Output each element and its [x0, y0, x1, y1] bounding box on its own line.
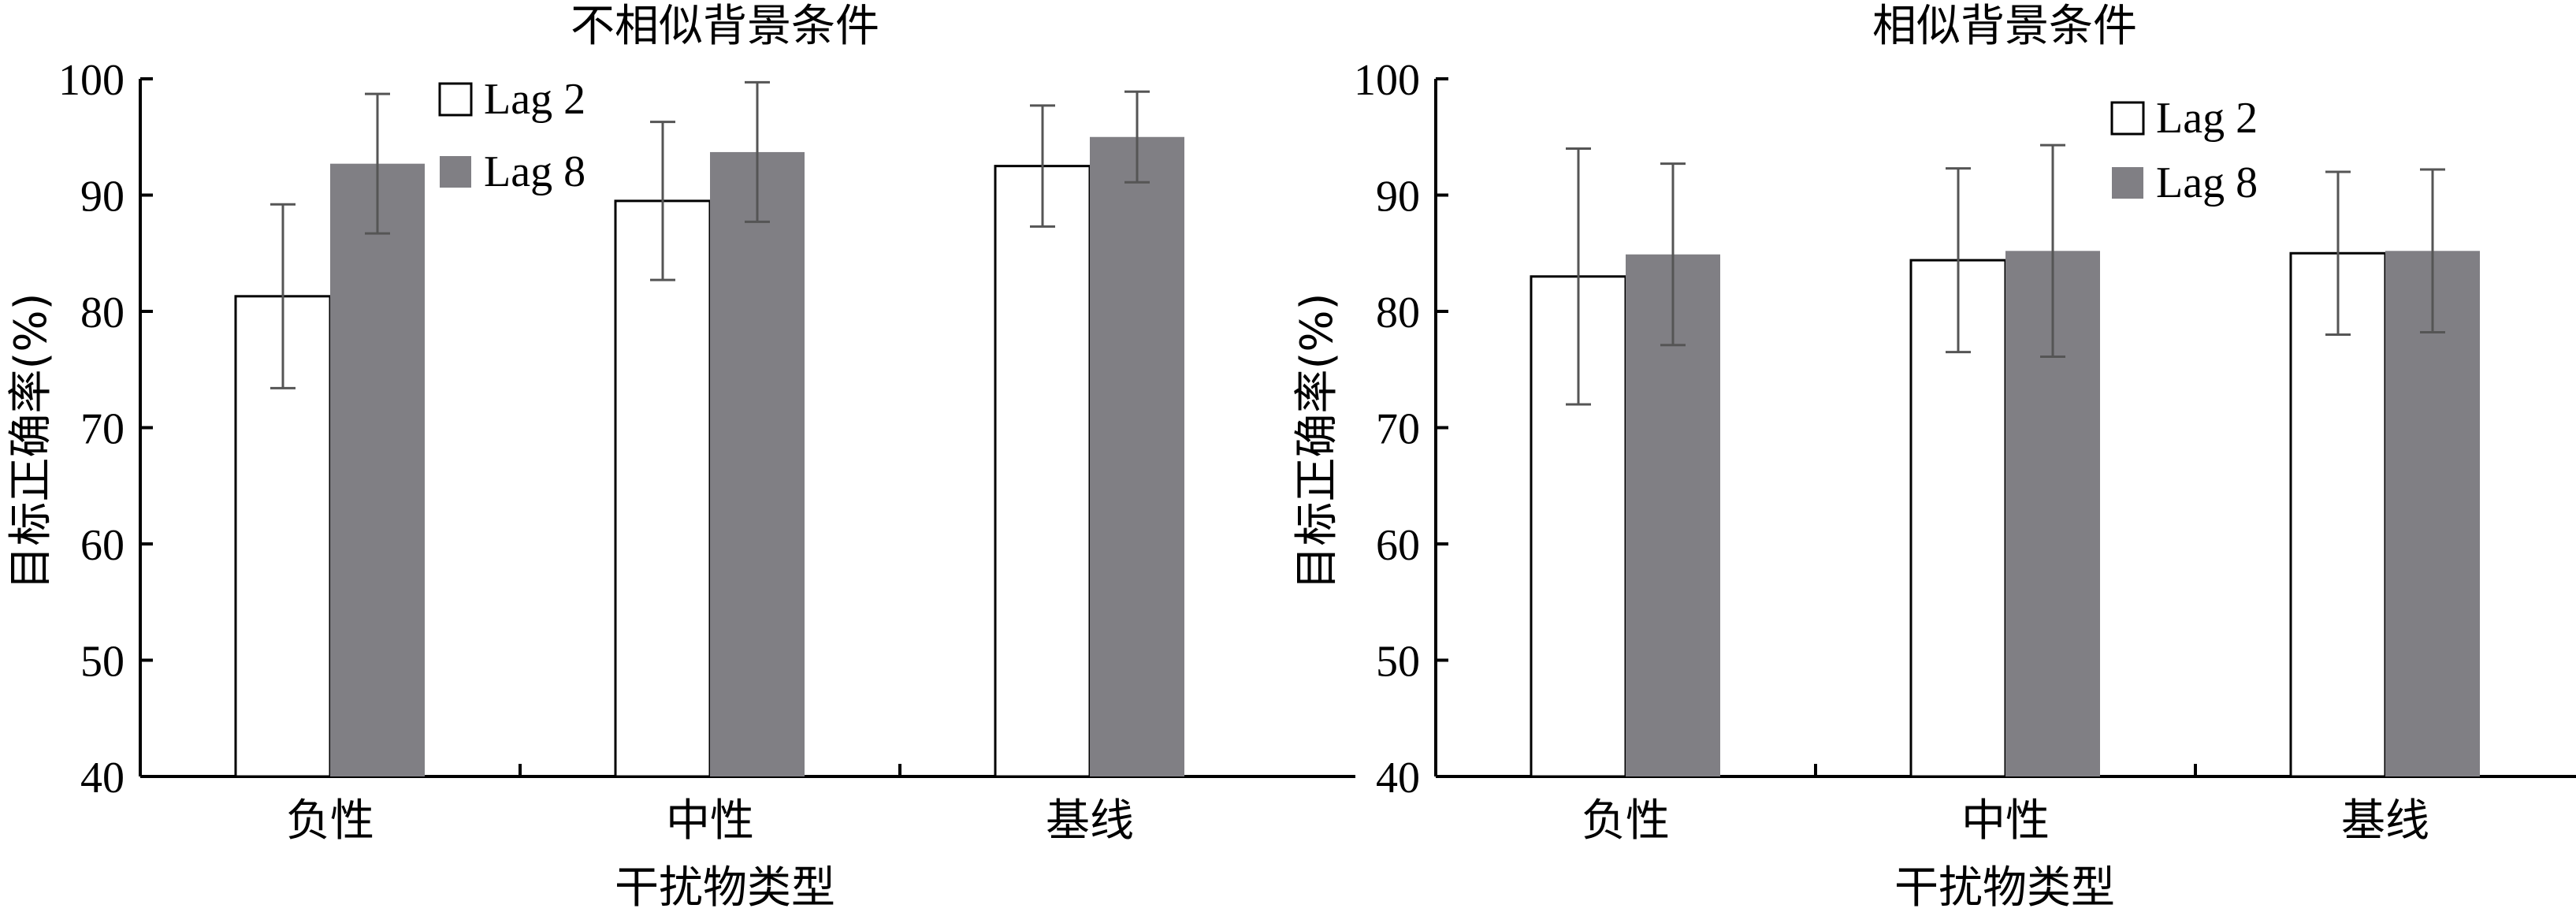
legend-label: Lag 2 — [2156, 94, 2258, 143]
bar-lag-2-3 — [994, 165, 1091, 778]
y-tick-label: 90 — [1376, 173, 1420, 222]
legend-swatch — [2112, 167, 2143, 199]
y-tick-label: 50 — [80, 638, 125, 687]
chart-title: 相似背景条件 — [1872, 1, 2137, 52]
legend: Lag 2 Lag 8 — [438, 75, 585, 196]
legend-swatch — [440, 156, 471, 188]
chart-panel-1: 不相似背景条件 40 50 60 70 80 90 100 目标正确率(%) 负性 中性 基线干扰物类… — [6, 1, 1355, 914]
bar-lag-8-2 — [710, 151, 805, 777]
legend-label: Lag 8 — [484, 147, 585, 196]
y-tick-label: 60 — [80, 521, 125, 570]
y-tick-label: 70 — [80, 405, 125, 454]
legend-swatch — [438, 82, 473, 117]
bar-lag-8-1 — [330, 163, 425, 777]
y-tick-label: 80 — [80, 289, 125, 337]
x-category-label: 基线 — [2341, 795, 2429, 847]
x-category-label: 负性 — [1582, 795, 1670, 847]
y-tick-label: 40 — [1376, 754, 1420, 802]
x-category-label: 负性 — [286, 795, 374, 847]
y-tick-label: 70 — [1376, 405, 1420, 454]
bar-lag-8-3 — [2385, 251, 2480, 776]
x-category-label: 基线 — [1046, 795, 1134, 847]
y-tick-label: 100 — [58, 56, 125, 105]
y-tick-label: 50 — [1376, 638, 1420, 687]
legend: Lag 2 Lag 8 — [2110, 94, 2258, 207]
legend-swatch — [2110, 101, 2145, 136]
x-category-label: 中性 — [666, 795, 754, 847]
x-category-label: 中性 — [1961, 795, 2050, 847]
x-axis-label: 干扰物类型 — [1894, 862, 2115, 914]
chart-panel-2: 相似背景条件 40 50 60 70 80 90 100 目标正确率(%) 负性 中性 基线干扰物类型… — [1292, 1, 2576, 914]
y-tick-label: 80 — [1376, 289, 1420, 337]
y-axis-label: 目标正确率(%) — [6, 293, 57, 590]
y-tick-label: 100 — [1354, 56, 1420, 105]
y-axis-label: 目标正确率(%) — [1292, 293, 1343, 590]
y-tick-label: 40 — [80, 754, 125, 802]
x-axis-label: 干扰物类型 — [615, 862, 835, 914]
chart-title: 不相似背景条件 — [571, 1, 879, 52]
bar-lag-2-2 — [614, 199, 712, 778]
legend-label: Lag 2 — [484, 75, 585, 124]
legend-label: Lag 8 — [2156, 158, 2258, 207]
bar-lag-8-3 — [1090, 136, 1184, 776]
y-tick-label: 60 — [1376, 521, 1420, 570]
y-tick-label: 90 — [80, 173, 125, 222]
